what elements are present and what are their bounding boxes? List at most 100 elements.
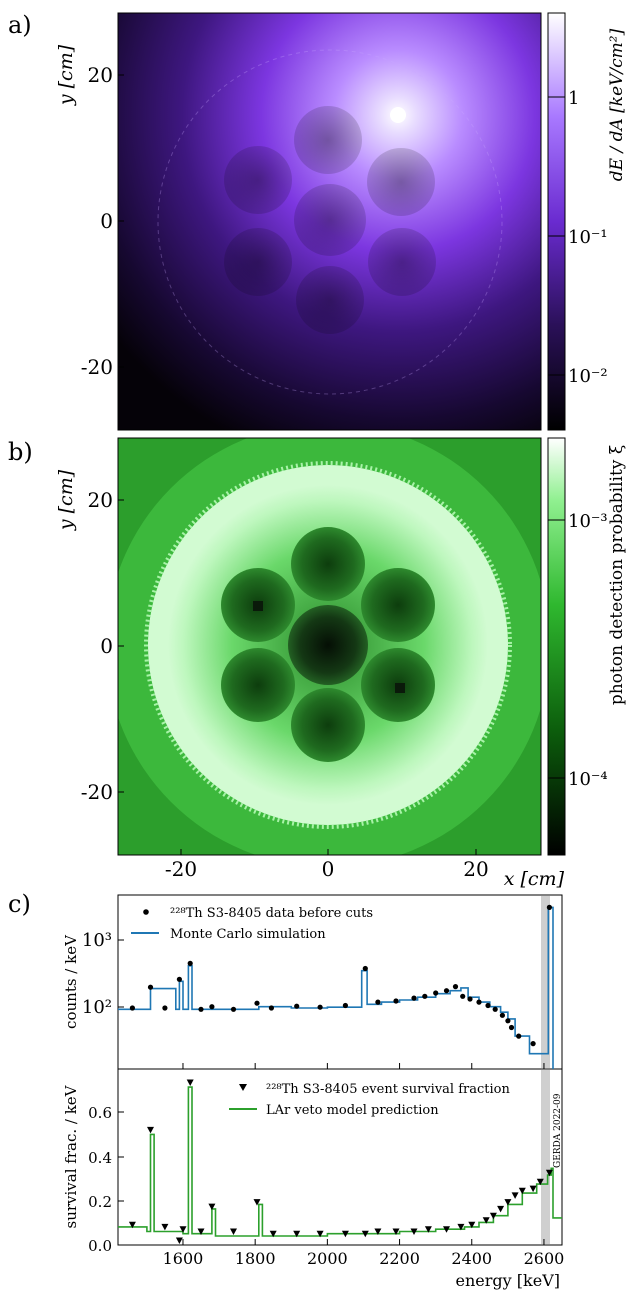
gerda-annotation: GERDA 2022-09: [553, 1093, 563, 1168]
data-point: [492, 1006, 498, 1012]
colorbar-tick-label: 1: [568, 88, 579, 109]
data-point: [508, 1024, 515, 1031]
survival-point: [374, 1228, 382, 1235]
survival-point: [511, 1192, 519, 1199]
colorbar-a-label: dE / dA [keV/cm²]: [607, 28, 627, 181]
legend-marker-data: [143, 909, 149, 915]
gerda-band-bottom: [541, 1070, 550, 1244]
data-point: [516, 1033, 522, 1039]
data-point: [485, 1002, 491, 1009]
y-tick-label: 20: [88, 63, 113, 87]
data-point: [393, 998, 399, 1004]
panel-c-xticks: 1600 1800 2000 2200 2400 2600: [163, 1063, 565, 1268]
panel-b-xlabel: x [cm]: [504, 868, 565, 890]
data-point: [209, 1004, 215, 1010]
panel-c-bottom-yticks: 0.6 0.4 0.2 0.0: [88, 1104, 124, 1255]
survival-point: [175, 1237, 183, 1244]
x-tick-label: 0: [322, 857, 335, 881]
survival-point: [497, 1205, 505, 1213]
data-point: [499, 1012, 505, 1018]
data-point: [443, 988, 450, 994]
survival-point: [529, 1185, 537, 1193]
panel-b-ylabel: y [cm]: [55, 469, 77, 531]
data-point: [411, 995, 417, 1001]
colorbar-a-ticks: 1 10⁻¹ 10⁻²: [548, 88, 608, 387]
data-point: [162, 1005, 168, 1011]
detector-shadow: [224, 146, 292, 214]
survival-point: [443, 1226, 450, 1233]
panel-a-yticks: 20 0 -20: [81, 63, 124, 379]
data-point: [546, 904, 553, 911]
data-point: [198, 1006, 204, 1012]
survival-point: [230, 1228, 237, 1235]
detector-shadow: [294, 184, 366, 256]
data-point: [187, 960, 193, 967]
data-point: [476, 999, 482, 1005]
detector-string-center: [288, 605, 368, 685]
x-tick-label: 2000: [307, 1249, 348, 1268]
panel-c-top-frame: [117, 894, 563, 1070]
survival-point: [489, 1212, 497, 1220]
survival-point: [253, 1199, 261, 1206]
legend-label-mc: Monte Carlo simulation: [170, 927, 326, 942]
colorbar-tick-label: 10⁻³: [568, 511, 608, 532]
legend-top: ²²⁸Th S3-8405 data before cuts Monte Car…: [131, 906, 373, 942]
data-point: [230, 1006, 237, 1012]
survival-point: [410, 1228, 418, 1235]
data-point: [375, 999, 381, 1005]
panel-a-ylabel: y [cm]: [55, 44, 77, 106]
data-point: [342, 1002, 348, 1009]
y-tick-label: -20: [81, 355, 113, 379]
colorbar-b-label: photon detection probability ξ: [607, 445, 627, 705]
survival-point: [161, 1223, 169, 1231]
survival-point: [293, 1230, 301, 1238]
detector-string: [291, 688, 365, 762]
detector-string: [291, 527, 365, 601]
colorbar-b: [547, 437, 566, 856]
mc-simulation-line: [118, 906, 554, 1069]
data-point: [317, 1004, 323, 1010]
panel-label-c: c): [8, 890, 31, 918]
survival-point: [424, 1226, 432, 1233]
survival-point: [392, 1228, 400, 1235]
panel-c-top-plot: [118, 904, 554, 1069]
colorbar-tick-label: 10⁻⁴: [568, 769, 608, 790]
data-point: [176, 976, 182, 982]
y-tick-label: 0.6: [88, 1104, 112, 1122]
x-tick-label: 2600: [524, 1249, 565, 1268]
survival-point: [545, 1169, 553, 1177]
data-point: [530, 1041, 536, 1047]
legend-label-data: ²²⁸Th S3-8405 data before cuts: [170, 906, 373, 921]
survival-point: [316, 1230, 324, 1238]
survival-point: [128, 1221, 136, 1229]
y-tick-label: -20: [81, 780, 113, 804]
legend-marker-survival: [239, 1084, 247, 1091]
x-tick-label: 2200: [379, 1249, 420, 1268]
x-tick-label: 1600: [163, 1249, 204, 1268]
survival-point: [147, 1126, 154, 1134]
data-point: [268, 1005, 274, 1011]
panel-label-b: b): [8, 438, 33, 466]
data-point: [433, 990, 439, 996]
data-point: [467, 996, 473, 1002]
y-tick-label: 0: [100, 209, 113, 233]
data-point: [422, 993, 428, 999]
detector-shadow: [367, 148, 435, 216]
x-tick-label: -20: [165, 857, 197, 881]
y-tick-label: 10²: [82, 997, 112, 1018]
survival-point: [269, 1230, 277, 1238]
survival-point: [361, 1230, 369, 1238]
survival-point: [536, 1178, 544, 1186]
data-point: [129, 1005, 135, 1011]
colorbar-tick-label: 10⁻¹: [568, 227, 608, 248]
panel-c-bottom-ylabel: survival frac. / keV: [62, 1084, 80, 1228]
panel-b-ticks: 20 0 -20 -20 0 20: [81, 488, 489, 881]
panel-c-top-yticks: 10² 10³: [82, 930, 124, 1018]
legend-label-model: LAr veto model prediction: [266, 1103, 439, 1118]
data-point: [460, 993, 466, 999]
survival-point: [208, 1203, 216, 1211]
data-point: [452, 984, 459, 990]
data-point: [362, 965, 368, 972]
y-tick-label: 20: [88, 488, 113, 512]
